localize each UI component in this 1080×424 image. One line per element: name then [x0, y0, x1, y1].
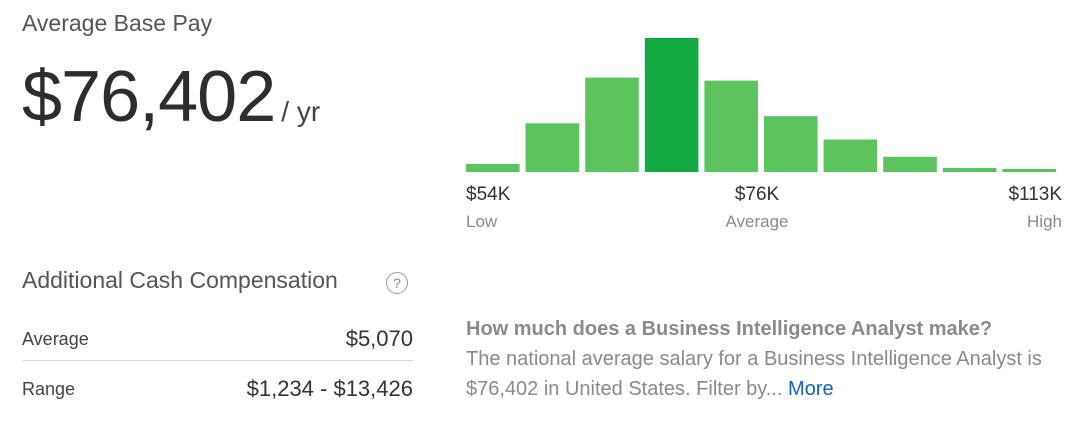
salary-info-block: How much does a Business Intelligence An… [466, 314, 1066, 404]
histogram-bar-10 [1002, 168, 1056, 172]
cash-average-label: Average [22, 328, 89, 349]
base-pay-title: Average Base Pay [22, 10, 213, 36]
cash-row-range: Range $1,234 - $13,426 [22, 372, 413, 406]
histogram-bar-8 [883, 156, 937, 172]
help-icon[interactable]: ? [386, 272, 408, 294]
histogram-bar-4 [644, 38, 699, 172]
histogram-bar-7 [823, 139, 878, 172]
histogram-bar-6 [764, 116, 818, 172]
more-link[interactable]: More [788, 378, 834, 400]
cash-average-value: $5,070 [345, 326, 413, 351]
axis-label-low-text: Low [466, 212, 498, 231]
salary-histogram [466, 38, 1056, 172]
cash-row-average: Average $5,070 [22, 318, 413, 361]
base-pay-value-group: $76,402/ yr [22, 56, 320, 138]
axis-label-average-value: $76K [734, 184, 780, 205]
base-pay-unit: / yr [281, 96, 321, 127]
cash-range-value: $1,234 - $13,426 [246, 376, 413, 401]
cash-range-label: Range [22, 378, 76, 399]
histogram-bar-1 [466, 163, 520, 172]
cash-compensation-title: Additional Cash Compensation [22, 267, 338, 293]
axis-label-average-text: Average [725, 212, 789, 231]
histogram-bar-3 [585, 77, 639, 172]
axis-label-high-value: $113K [1008, 184, 1062, 205]
base-pay-value: $76,402 [22, 57, 276, 137]
axis-label-high-text: High [1027, 212, 1062, 231]
info-question: How much does a Business Intelligence An… [466, 318, 993, 340]
histogram-bar-5 [704, 80, 758, 172]
histogram-bar-2 [525, 123, 580, 172]
histogram-bar-9 [942, 167, 997, 172]
info-body: The national average salary for a Busine… [466, 348, 1042, 400]
axis-label-low-value: $54K [466, 184, 511, 205]
info-body-wrap: The national average salary for a Busine… [466, 344, 1066, 404]
